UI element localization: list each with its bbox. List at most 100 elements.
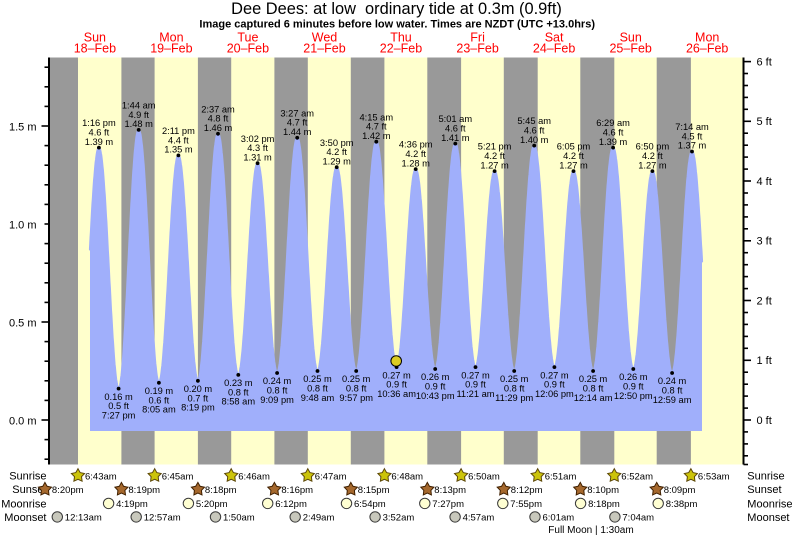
svg-text:8:38pm: 8:38pm [666, 499, 698, 510]
svg-text:8:09pm: 8:09pm [664, 485, 696, 496]
svg-text:10:43 pm: 10:43 pm [416, 391, 455, 401]
svg-text:2 ft: 2 ft [757, 295, 772, 307]
svg-text:0.8 ft: 0.8 ft [228, 387, 249, 397]
svg-text:12:13am: 12:13am [65, 513, 102, 524]
svg-text:21–Feb: 21–Feb [303, 42, 345, 56]
svg-text:Sun: Sun [620, 30, 642, 44]
svg-text:6 ft: 6 ft [757, 57, 772, 69]
svg-text:5:20pm: 5:20pm [196, 499, 228, 510]
svg-text:Sun: Sun [84, 30, 106, 44]
svg-text:0.27 m: 0.27 m [540, 370, 569, 380]
svg-text:1:16 pm: 1:16 pm [82, 118, 116, 128]
svg-text:Full Moon | 1:30am: Full Moon | 1:30am [548, 525, 633, 536]
svg-text:1.42 m: 1.42 m [362, 131, 391, 141]
svg-text:1.48 m: 1.48 m [124, 119, 153, 129]
svg-text:1 ft: 1 ft [757, 355, 772, 367]
svg-text:Mon: Mon [159, 30, 183, 44]
svg-text:0.8 ft: 0.8 ft [307, 384, 328, 394]
svg-text:1:44 am: 1:44 am [122, 101, 156, 111]
svg-text:1.44 m: 1.44 m [283, 127, 312, 137]
svg-text:Wed: Wed [312, 30, 338, 44]
svg-text:4.2 ft: 4.2 ft [642, 151, 663, 161]
svg-text:Sunset: Sunset [747, 484, 781, 496]
svg-text:4.6 ft: 4.6 ft [524, 126, 545, 136]
svg-text:1.41 m: 1.41 m [441, 133, 470, 143]
svg-text:10:36 am: 10:36 am [377, 389, 416, 399]
svg-text:1.35 m: 1.35 m [164, 145, 193, 155]
svg-text:0.9 ft: 0.9 ft [544, 380, 565, 390]
svg-text:5 ft: 5 ft [757, 116, 772, 128]
svg-text:23–Feb: 23–Feb [456, 42, 498, 56]
svg-text:7:27pm: 7:27pm [432, 499, 464, 510]
svg-text:4.6 ft: 4.6 ft [603, 128, 624, 138]
svg-text:6:47am: 6:47am [315, 471, 347, 482]
svg-text:1.46 m: 1.46 m [204, 123, 233, 133]
svg-text:0.19 m: 0.19 m [145, 386, 174, 396]
svg-text:Fri: Fri [470, 30, 485, 44]
svg-text:4.3 ft: 4.3 ft [247, 143, 268, 153]
svg-text:3 ft: 3 ft [757, 236, 772, 248]
svg-text:7:27 pm: 7:27 pm [102, 410, 136, 420]
svg-text:6:48am: 6:48am [391, 471, 423, 482]
svg-text:5:45 am: 5:45 am [517, 116, 551, 126]
svg-text:8:10pm: 8:10pm [587, 485, 619, 496]
svg-text:9:48 am: 9:48 am [301, 393, 335, 403]
svg-text:8:18pm: 8:18pm [205, 485, 237, 496]
svg-text:0.25 m: 0.25 m [303, 374, 332, 384]
svg-text:1.37 m: 1.37 m [678, 141, 707, 151]
svg-text:25–Feb: 25–Feb [609, 42, 651, 56]
svg-text:Thu: Thu [390, 30, 412, 44]
svg-text:4.2 ft: 4.2 ft [405, 149, 426, 159]
svg-text:8:19 pm: 8:19 pm [181, 403, 215, 413]
svg-text:Moonrise: Moonrise [747, 498, 792, 510]
svg-text:4.8 ft: 4.8 ft [208, 114, 229, 124]
svg-text:22–Feb: 22–Feb [380, 42, 422, 56]
svg-text:6:54pm: 6:54pm [354, 499, 386, 510]
svg-text:7:04am: 7:04am [622, 513, 654, 524]
svg-text:6:01am: 6:01am [543, 513, 575, 524]
svg-text:0.8 ft: 0.8 ft [504, 384, 525, 394]
svg-text:0.5 ft: 0.5 ft [108, 401, 129, 411]
svg-text:1.0 m: 1.0 m [9, 219, 37, 231]
svg-text:2:49am: 2:49am [303, 513, 335, 524]
svg-text:3:02 pm: 3:02 pm [241, 134, 275, 144]
svg-text:0.6 ft: 0.6 ft [149, 395, 170, 405]
svg-text:8:19pm: 8:19pm [128, 485, 160, 496]
svg-text:Tue: Tue [237, 30, 258, 44]
svg-text:0.27 m: 0.27 m [461, 370, 490, 380]
svg-text:0.24 m: 0.24 m [658, 376, 687, 386]
svg-text:12:14 am: 12:14 am [574, 393, 613, 403]
svg-text:4.6 ft: 4.6 ft [89, 128, 110, 138]
svg-text:0.27 m: 0.27 m [382, 370, 411, 380]
svg-text:4.2 ft: 4.2 ft [484, 151, 505, 161]
svg-text:0.8 ft: 0.8 ft [583, 384, 604, 394]
svg-text:1.27 m: 1.27 m [480, 160, 509, 170]
svg-text:12:59 am: 12:59 am [653, 395, 692, 405]
svg-text:4.9 ft: 4.9 ft [128, 110, 149, 120]
svg-text:11:21 am: 11:21 am [456, 389, 494, 399]
svg-text:0.9 ft: 0.9 ft [623, 382, 644, 392]
svg-text:24–Feb: 24–Feb [533, 42, 575, 56]
svg-text:6:43am: 6:43am [85, 471, 117, 482]
svg-text:26–Feb: 26–Feb [686, 42, 728, 56]
svg-text:1.27 m: 1.27 m [559, 160, 588, 170]
svg-text:12:50 pm: 12:50 pm [614, 391, 653, 401]
svg-text:5:01 am: 5:01 am [439, 114, 473, 124]
svg-text:4:36 pm: 4:36 pm [399, 140, 433, 150]
svg-text:0.8 ft: 0.8 ft [267, 386, 288, 396]
svg-text:9:57 pm: 9:57 pm [339, 393, 373, 403]
svg-text:1.39 m: 1.39 m [85, 137, 114, 147]
svg-text:6:50 pm: 6:50 pm [636, 142, 670, 152]
svg-text:0 ft: 0 ft [757, 415, 772, 427]
svg-text:0.20 m: 0.20 m [184, 384, 213, 394]
svg-text:8:18pm: 8:18pm [588, 499, 620, 510]
svg-text:2:11 pm: 2:11 pm [162, 126, 195, 136]
svg-text:Sunrise: Sunrise [9, 471, 46, 483]
svg-text:0.8 ft: 0.8 ft [662, 386, 683, 396]
svg-text:4.5 ft: 4.5 ft [682, 131, 703, 141]
svg-text:11:29 pm: 11:29 pm [495, 393, 533, 403]
svg-text:7:55pm: 7:55pm [510, 499, 542, 510]
svg-text:4.2 ft: 4.2 ft [326, 147, 347, 157]
svg-text:0.25 m: 0.25 m [579, 374, 608, 384]
svg-text:0.24 m: 0.24 m [263, 376, 292, 386]
